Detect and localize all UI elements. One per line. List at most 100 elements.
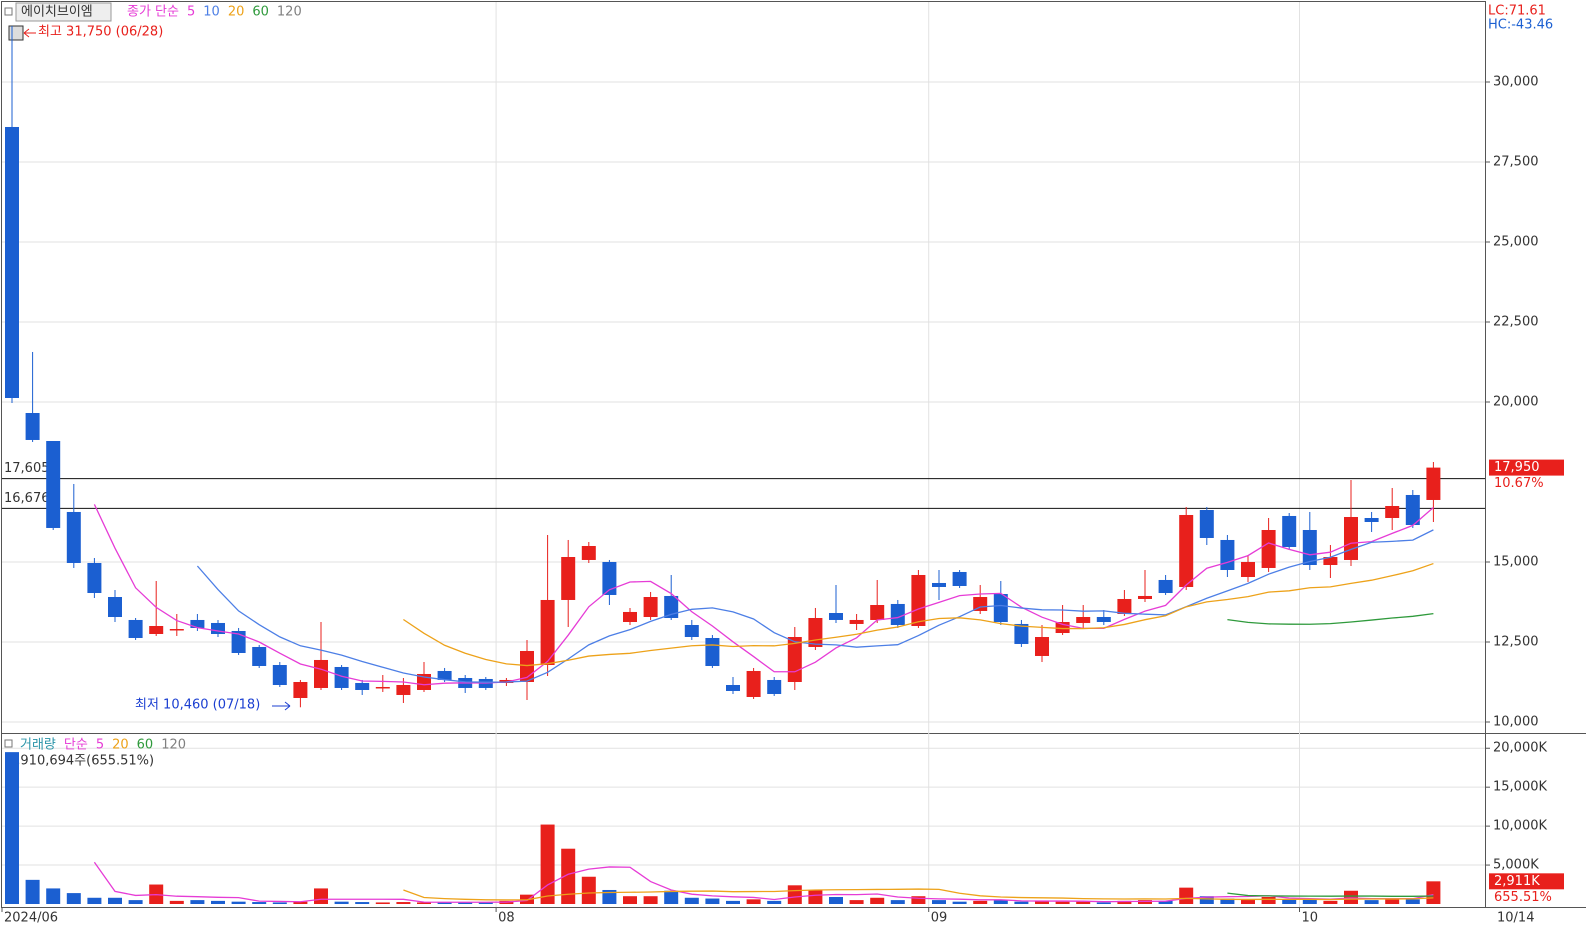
volume-bar [272,902,287,904]
volume-bar [66,893,81,904]
candle-body [746,670,761,698]
volume-bar [684,897,699,904]
candle-body [396,685,411,695]
candle-body [314,659,328,688]
volume-bar [829,896,843,904]
x-tick-label: 2024/06 [4,911,58,926]
volume-bar [1364,900,1379,904]
volume-bar [890,900,905,904]
candle-body [1364,517,1379,522]
candle-body [272,665,287,686]
volume-bar [128,900,143,904]
volume-bar [396,902,411,904]
candle-body [231,630,246,654]
panel-icon [4,739,13,748]
hc-label: HC:-43.46 [1488,18,1553,33]
volume-bar [973,900,988,904]
candle-body [808,617,823,647]
volume-bar [375,902,390,904]
candle-body [437,670,452,680]
y-tick-label: 15,000K [1493,780,1547,795]
candle-body [726,685,740,691]
volume-bar [1096,902,1111,904]
candle-body [870,605,885,620]
volume-bar [1241,899,1255,904]
candle-body [1117,598,1132,614]
candle-body [890,603,905,626]
volume-bar [478,902,493,904]
candle-body [46,441,61,528]
candle-body [293,681,308,698]
candle-body [1158,579,1173,594]
reference-label: 17,605 [4,461,50,476]
legend-entry: 단순 [64,738,88,753]
volume-bar [1076,901,1091,904]
candle-body [767,679,782,694]
legend-entry: 120 [277,5,302,20]
y-tick-label: 5,000K [1493,858,1539,873]
high-arrow [23,28,36,38]
y-tick-label: 10,000K [1493,819,1547,834]
current-volume-label: 2,911K [1494,874,1540,889]
moving-average [1227,612,1434,625]
volume-bar [726,900,740,904]
volume-bar [1261,896,1276,904]
candle-body [1096,617,1111,622]
candle-body [1138,595,1152,599]
volume-bar [870,897,885,904]
volume-bar [108,897,122,904]
volume-bar [1158,900,1173,904]
volume-bar [334,901,349,904]
y-tick-label: 25,000 [1493,234,1539,249]
candle-body [87,562,102,594]
volume-change-label: 655.51% [1494,890,1552,905]
candle-body [1055,621,1070,634]
y-tick-label: 22,500 [1493,314,1539,329]
volume-bar [1405,899,1420,904]
candle-body [1323,557,1338,566]
candle-body [1282,515,1297,547]
candle-body [169,629,184,631]
volume-bar [952,901,967,904]
volume-bar [746,899,761,904]
candle-body [623,611,637,622]
volume-bar [561,848,576,904]
y-tick-label: 20,000 [1493,394,1539,409]
volume-bar [190,900,205,904]
volume-bar [1385,899,1400,904]
candle-body [1179,514,1194,587]
volume-bar [1282,899,1297,904]
high-annotation: 최고 31,750 (06/28) [38,25,163,40]
volume-bar [664,890,679,904]
chart-title: 에이치브이엠 [21,5,93,20]
volume-bar [437,902,452,904]
change-label: 10.67% [1494,476,1544,491]
volume-bar [252,902,267,904]
candle-body [1405,494,1420,526]
volume-bar [46,888,61,904]
candle-body [1220,539,1235,570]
candle-body [664,595,679,618]
candle-body [643,597,658,618]
candle-body [211,622,225,634]
candle-body [911,574,926,626]
volume-bar [643,896,658,904]
volume-bar [25,879,40,904]
volume-bar [1117,900,1132,904]
candle-body [1426,467,1441,500]
y-tick-label: 12,500 [1493,634,1539,649]
volume-bar [1138,900,1152,904]
volume-bar [808,889,823,904]
legend-entry: 60 [252,5,269,20]
candle-body [540,599,555,666]
volume-bar [1014,901,1029,904]
volume-bar [211,900,225,904]
moving-average [403,888,1434,901]
legend-entry: 120 [161,738,186,753]
candle-body [5,126,19,398]
current-price-label: 17,950 [1494,460,1540,475]
candle-body [602,561,617,595]
legend-entry: 10 [203,5,220,20]
current-price-box [1489,459,1564,476]
